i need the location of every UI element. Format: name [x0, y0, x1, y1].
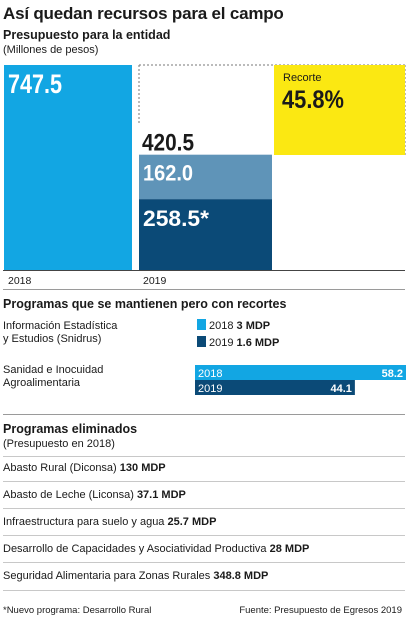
program-1-2018-swatch — [197, 319, 206, 330]
programs-cut-chart: 2018 3 MDP 2019 1.6 MDP 2018 58.2 2019 4… — [195, 319, 406, 395]
bar-2019-segment-new-program-label: 258.5* — [143, 206, 209, 231]
row-divider — [3, 481, 405, 482]
row-name: Infraestructura para suelo y agua — [3, 516, 165, 528]
program-1-label: Información Estadística y Estudios (Snid… — [3, 320, 117, 346]
eliminated-row-3: Infraestructura para suelo y agua 25.7 M… — [3, 516, 216, 528]
eliminated-row-5: Seguridad Alimentaria para Zonas Rurales… — [3, 570, 268, 582]
row-divider — [3, 562, 405, 563]
program-1-2019-swatch — [197, 336, 206, 347]
program-1-label-line-1: Información Estadística — [3, 320, 118, 332]
program-1-2019-label: 2019 1.6 MDP — [209, 337, 279, 349]
bar-2019-total-label: 420.5 — [142, 130, 194, 157]
bar-2019-segment-existing — [139, 154, 272, 200]
program-2-bar-2019-year: 2019 — [198, 383, 222, 395]
bar-2018-value-label: 747.5 — [8, 69, 62, 99]
bar-2018 — [4, 65, 132, 270]
row-amount: 25.7 MDP — [167, 516, 217, 528]
row-name: Desarrollo de Capacidades y Asociativida… — [3, 543, 267, 555]
section-divider — [3, 414, 405, 415]
eliminated-row-1: Abasto Rural (Diconsa) 130 MDP — [3, 462, 166, 474]
program-2-label: Sanidad e Inocuidad Agroalimentaria — [3, 364, 103, 390]
program-1-label-line-2: y Estudios (Snidrus) — [3, 333, 102, 345]
cut-label: Recorte — [283, 72, 322, 84]
source: Fuente: Presupuesto de Egresos 2019 — [239, 605, 402, 616]
eliminated-row-4: Desarrollo de Capacidades y Asociativida… — [3, 543, 309, 555]
budget-chart: 747.5 420.5 162.0 258.5* Recorte 45.8% 2… — [3, 64, 406, 287]
program-2-bar-2018-value: 58.2 — [382, 368, 403, 380]
program-2-bar-2018-year: 2018 — [198, 368, 222, 380]
row-divider — [3, 535, 405, 536]
budget-chart-subtitle: (Millones de pesos) — [3, 44, 99, 56]
footnote: *Nuevo programa: Desarrollo Rural — [3, 605, 152, 616]
row-name: Abasto Rural (Diconsa) — [3, 462, 117, 474]
row-name: Seguridad Alimentaria para Zonas Rurales — [3, 570, 211, 582]
program-2-label-line-1: Sanidad e Inocuidad — [3, 364, 104, 376]
bar-2019-segment-new-program — [139, 199, 272, 270]
program-1-2019-year: 2019 — [209, 337, 237, 349]
program-2-bar-2019-value: 44.1 — [330, 383, 351, 395]
cut-box — [274, 65, 405, 155]
x-tick-2019: 2019 — [143, 275, 167, 287]
bar-2019-segment-existing-label: 162.0 — [143, 161, 193, 186]
programs-cut-title: Programas que se mantienen pero con reco… — [3, 297, 287, 311]
row-divider — [3, 508, 405, 509]
eliminated-programs-subtitle: (Presupuesto en 2018) — [3, 438, 115, 450]
eliminated-programs-title: Programas eliminados — [3, 422, 138, 436]
row-amount: 28 MDP — [269, 543, 310, 555]
program-1-2019-value: 1.6 MDP — [237, 337, 280, 349]
cut-value: 45.8% — [282, 86, 344, 114]
row-divider — [3, 456, 405, 457]
row-divider — [3, 590, 405, 591]
row-name: Abasto de Leche (Liconsa) — [3, 489, 134, 501]
program-2-label-line-2: Agroalimentaria — [3, 377, 81, 389]
program-1-2018-year: 2018 — [209, 320, 237, 332]
program-2-bar-2018 — [195, 365, 406, 380]
main-title: Así quedan recursos para el campo — [3, 4, 284, 23]
row-amount: 37.1 MDP — [136, 489, 186, 501]
row-amount: 130 MDP — [119, 462, 166, 474]
x-tick-2018: 2018 — [8, 275, 32, 287]
row-amount: 348.8 MDP — [213, 570, 269, 582]
program-1-2018-label: 2018 3 MDP — [209, 320, 270, 332]
eliminated-row-2: Abasto de Leche (Liconsa) 37.1 MDP — [3, 489, 186, 501]
program-1-2018-value: 3 MDP — [237, 320, 271, 332]
program-2-bar-2019 — [195, 380, 355, 395]
budget-chart-title: Presupuesto para la entidad — [3, 28, 171, 42]
section-divider — [3, 289, 405, 290]
